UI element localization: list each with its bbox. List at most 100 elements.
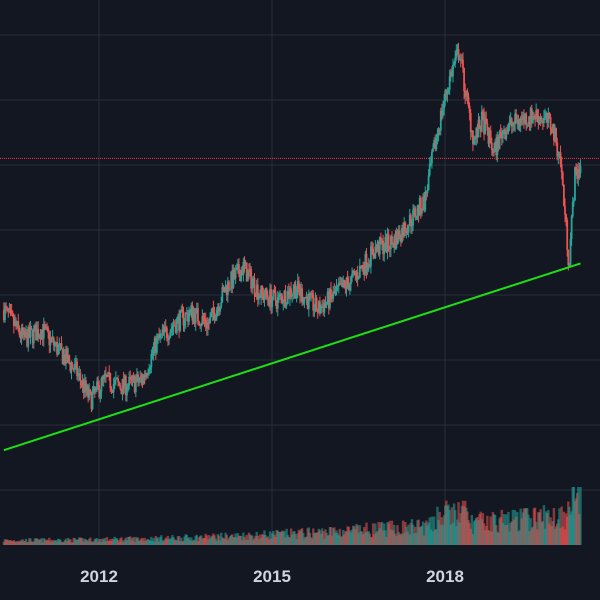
candle-body	[312, 294, 315, 311]
candle-body	[112, 384, 115, 393]
candle-body	[437, 129, 440, 135]
candle-body	[524, 113, 526, 123]
candle-body	[78, 372, 81, 374]
volume-bar	[24, 538, 28, 545]
candle-body	[438, 129, 441, 131]
candle-body	[556, 142, 559, 157]
candle-body	[472, 130, 474, 145]
trendline-layer[interactable]	[3, 262, 581, 452]
candle-body	[52, 337, 55, 346]
candle-body	[321, 306, 324, 308]
candle-body	[143, 375, 146, 378]
candle-body	[170, 328, 173, 332]
candle-body	[93, 386, 96, 392]
candle-body	[91, 393, 94, 410]
x-tick-label: 2015	[253, 567, 291, 586]
candle-body	[388, 246, 391, 250]
candle-body	[426, 190, 429, 194]
candle-body	[232, 269, 235, 288]
candle-body	[130, 377, 133, 380]
candle-body	[416, 205, 419, 217]
candle-body	[399, 238, 402, 242]
candle-body	[330, 289, 332, 296]
candle-body	[423, 196, 426, 211]
candle-body	[560, 164, 563, 173]
candle-body	[92, 386, 95, 394]
candle-body	[501, 130, 504, 139]
volume-bar	[516, 512, 519, 545]
candle-body	[137, 374, 139, 383]
candle-body	[424, 191, 427, 211]
candle-body	[165, 327, 168, 338]
candle-body	[188, 314, 190, 322]
candle-body	[267, 298, 270, 306]
candle-body	[155, 337, 158, 353]
candle-body	[447, 89, 450, 91]
candle-body	[233, 269, 236, 279]
candle-body	[454, 57, 457, 64]
candle-body	[405, 231, 408, 233]
candle-body	[129, 376, 132, 378]
volume-bar	[542, 505, 546, 545]
candle-body	[453, 63, 455, 65]
candle-body	[201, 316, 204, 325]
candle-body	[306, 297, 309, 309]
candle-body	[88, 389, 91, 398]
candle-body	[363, 269, 366, 275]
candle-body	[252, 278, 255, 281]
candle-body	[183, 321, 186, 326]
candle-body	[205, 325, 208, 329]
candle-body	[554, 128, 556, 141]
volume-bar	[152, 538, 155, 545]
candle-body	[109, 372, 112, 389]
candle-body	[497, 137, 500, 150]
candle-body	[575, 167, 577, 171]
candle-body	[419, 197, 422, 214]
candle-body	[220, 302, 223, 308]
candle-body	[352, 270, 355, 274]
candle-body	[10, 311, 13, 313]
candle-body	[281, 296, 284, 304]
candle-body	[549, 117, 552, 129]
candle-body	[210, 313, 213, 317]
trendline[interactable]	[3, 262, 581, 452]
candle-body	[160, 333, 163, 335]
candle-body	[553, 124, 555, 141]
volume-bar	[401, 520, 405, 545]
candle-body	[2, 309, 5, 321]
candle-body	[239, 274, 241, 282]
candle-body	[350, 276, 352, 285]
candle-body	[75, 361, 77, 364]
candle-body	[187, 312, 189, 322]
candle-body	[523, 115, 525, 123]
candle-body	[140, 376, 143, 379]
candle-body	[412, 209, 414, 226]
candle-body	[414, 208, 417, 218]
candle-body	[69, 362, 72, 372]
candle-body	[469, 112, 472, 133]
candle-body	[415, 216, 418, 218]
candle-body	[290, 288, 292, 297]
volume-bar	[268, 531, 272, 545]
candle-body	[521, 115, 524, 120]
candle-body	[261, 285, 264, 293]
candle-body	[404, 222, 407, 233]
candle-body	[6, 307, 9, 309]
candle-body	[320, 306, 322, 313]
candle-body	[311, 292, 314, 295]
candle-body	[578, 169, 581, 174]
candle-body	[211, 307, 214, 314]
volume-bar	[40, 538, 43, 545]
candle-body	[432, 148, 434, 152]
candle-body	[175, 318, 178, 333]
candle-body	[40, 329, 43, 340]
candle-body	[293, 284, 296, 292]
candle-body	[570, 216, 573, 240]
candle-body	[197, 308, 199, 322]
candle-body	[546, 113, 549, 123]
candle-body	[433, 140, 436, 149]
candle-body	[323, 303, 326, 313]
candle-body	[409, 214, 412, 227]
